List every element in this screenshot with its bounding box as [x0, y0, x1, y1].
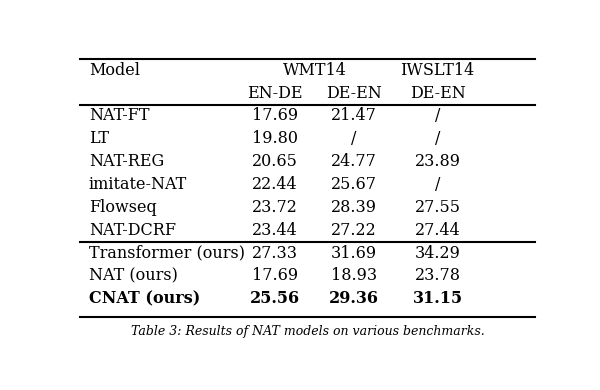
Text: EN-DE: EN-DE — [247, 85, 303, 101]
Text: 27.55: 27.55 — [415, 199, 461, 216]
Text: 27.44: 27.44 — [415, 222, 461, 239]
Text: 27.33: 27.33 — [252, 245, 298, 262]
Text: 31.69: 31.69 — [331, 245, 377, 262]
Text: Flowseq: Flowseq — [89, 199, 157, 216]
Text: CNAT (ours): CNAT (ours) — [89, 290, 200, 307]
Text: 25.56: 25.56 — [250, 290, 300, 307]
Text: NAT (ours): NAT (ours) — [89, 268, 178, 284]
Text: 23.78: 23.78 — [415, 268, 461, 284]
Text: NAT-REG: NAT-REG — [89, 153, 164, 170]
Text: 28.39: 28.39 — [331, 199, 377, 216]
Text: 23.44: 23.44 — [252, 222, 298, 239]
Text: Transformer (ours): Transformer (ours) — [89, 245, 245, 262]
Text: 17.69: 17.69 — [252, 268, 298, 284]
Text: 29.36: 29.36 — [329, 290, 379, 307]
Text: IWSLT14: IWSLT14 — [401, 62, 475, 79]
Text: 17.69: 17.69 — [252, 108, 298, 124]
Text: 23.89: 23.89 — [415, 153, 461, 170]
Text: DE-EN: DE-EN — [410, 85, 466, 101]
Text: 24.77: 24.77 — [331, 153, 377, 170]
Text: 22.44: 22.44 — [252, 176, 298, 193]
Text: 27.22: 27.22 — [331, 222, 377, 239]
Text: 23.72: 23.72 — [252, 199, 298, 216]
Text: 19.80: 19.80 — [252, 130, 298, 147]
Text: DE-EN: DE-EN — [326, 85, 382, 101]
Text: /: / — [435, 130, 440, 147]
Text: /: / — [435, 176, 440, 193]
Text: 25.67: 25.67 — [331, 176, 377, 193]
Text: 34.29: 34.29 — [415, 245, 461, 262]
Text: imitate-NAT: imitate-NAT — [89, 176, 187, 193]
Text: 18.93: 18.93 — [331, 268, 377, 284]
Text: /: / — [352, 130, 356, 147]
Text: 21.47: 21.47 — [331, 108, 377, 124]
Text: Table 3: Results of NAT models on various benchmarks.: Table 3: Results of NAT models on variou… — [131, 325, 484, 338]
Text: LT: LT — [89, 130, 109, 147]
Text: /: / — [435, 108, 440, 124]
Text: NAT-DCRF: NAT-DCRF — [89, 222, 176, 239]
Text: 31.15: 31.15 — [413, 290, 463, 307]
Text: Model: Model — [89, 62, 140, 79]
Text: WMT14: WMT14 — [283, 62, 346, 79]
Text: 20.65: 20.65 — [252, 153, 298, 170]
Text: NAT-FT: NAT-FT — [89, 108, 149, 124]
